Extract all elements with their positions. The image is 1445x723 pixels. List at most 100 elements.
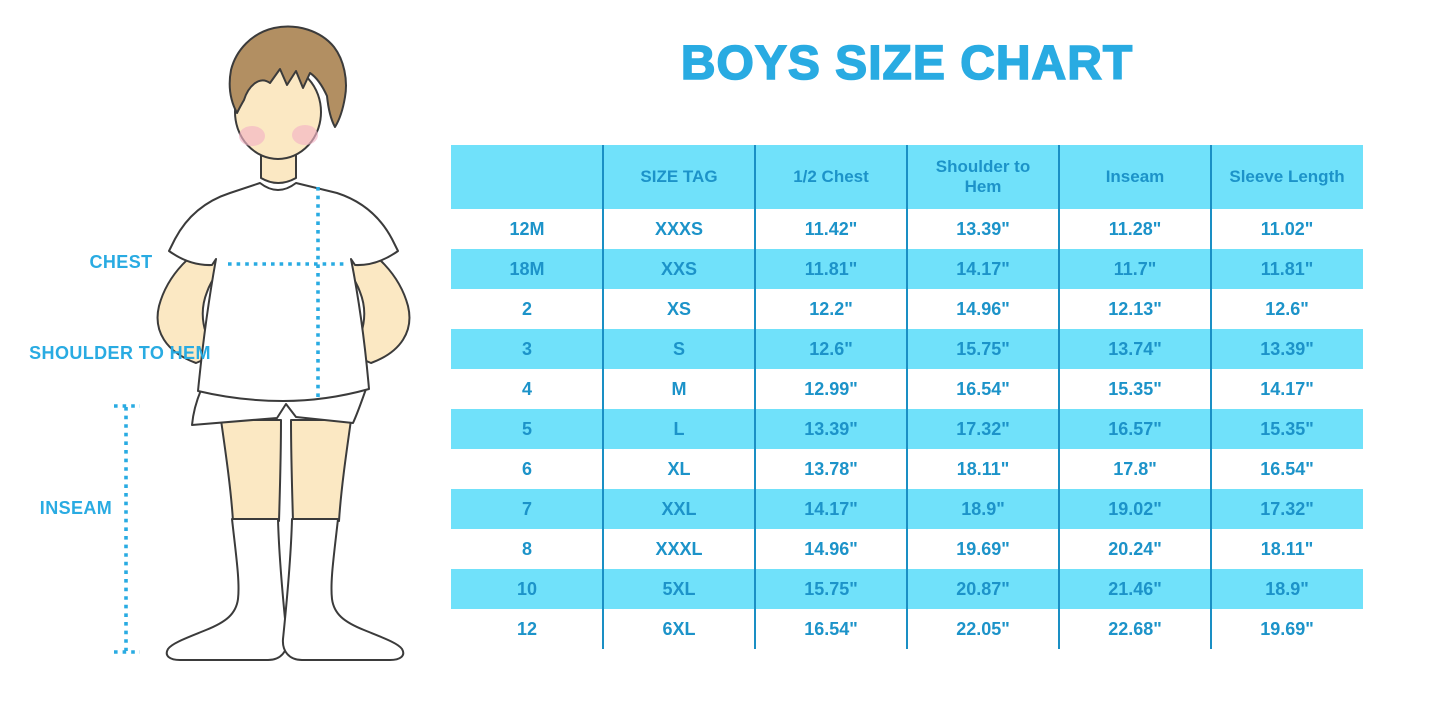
column-header: Sleeve Length <box>1229 167 1345 187</box>
boy-right-sock <box>281 518 405 661</box>
table-cell: 12.13" <box>1108 298 1162 319</box>
table-cell: 18.9" <box>961 498 1005 519</box>
table-cell: XXXL <box>655 538 703 559</box>
table-row: 2 XS 12.2" 14.96" 12.13" 12.6" <box>451 289 1363 329</box>
table-cell: 11.81" <box>804 258 858 279</box>
table-row: 6 XL 13.78" 18.11" 17.8" 16.54" <box>451 449 1363 489</box>
table-cell: 14.17" <box>956 258 1010 279</box>
table-cell: 2 <box>521 298 532 319</box>
table-cell: 13.39" <box>804 418 858 439</box>
table-cell: 22.68" <box>1108 618 1162 639</box>
table-row: 12M XXXS 11.42" 13.39" 11.28" 11.02" <box>451 209 1363 249</box>
table-cell: XXXS <box>654 218 704 239</box>
table-cell: 7 <box>521 498 532 519</box>
table-cell: XL <box>667 458 691 479</box>
table-row: 8 XXXL 14.96" 19.69" 20.24" 18.11" <box>451 529 1363 569</box>
column-header: Shoulder to Hem <box>935 157 1031 196</box>
table-cell: 12 <box>516 618 538 639</box>
column-header: SIZE TAG <box>640 167 718 187</box>
table-cell: M <box>671 378 687 399</box>
table-cell: 14.17" <box>1260 378 1314 399</box>
chest-label: CHEST <box>89 252 152 272</box>
inseam-label: INSEAM <box>40 498 112 518</box>
table-row: 18M XXS 11.81" 14.17" 11.7" 11.81" <box>451 249 1363 289</box>
column-header <box>451 145 603 209</box>
table-cell: 18.9" <box>1265 578 1309 599</box>
table-cell: 13.39" <box>956 218 1010 239</box>
table-cell: 8 <box>521 538 532 559</box>
table-cell: 12.6" <box>809 338 853 359</box>
page-title: BOYS SIZE CHART <box>680 36 1134 91</box>
table-cell: 14.17" <box>804 498 858 519</box>
size-table-header-row: SIZE TAG 1/2 Chest Shoulder to Hem Inseam Sl… <box>451 145 1363 209</box>
table-cell: 14.96" <box>956 298 1010 319</box>
table-cell: 15.35" <box>1108 378 1162 399</box>
table-cell: 22.05" <box>956 618 1010 639</box>
size-table-body: 12M XXXS 11.42" 13.39" 11.28" 11.02" 18M XXS 11.… <box>451 209 1363 649</box>
table-cell: 12M <box>509 218 545 239</box>
table-cell: 19.69" <box>956 538 1010 559</box>
boy-hair <box>228 25 347 128</box>
boy-right-leg <box>290 419 352 522</box>
table-cell: XXL <box>661 498 697 519</box>
table-cell: 15.75" <box>956 338 1010 359</box>
table-cell: 18.11" <box>956 458 1010 479</box>
table-row: 5 L 13.39" 17.32" 16.57" 15.35" <box>451 409 1363 449</box>
table-cell: 12.6" <box>1265 298 1309 319</box>
boy-tshirt <box>168 182 399 402</box>
table-row: 10 5XL 15.75" 20.87" 21.46" 18.9" <box>451 569 1363 609</box>
shoulder-to-hem-label: SHOULDER TO HEM <box>29 343 211 363</box>
table-row: 3 S 12.6" 15.75" 13.74" 13.39" <box>451 329 1363 369</box>
table-cell: 16.57" <box>1108 418 1162 439</box>
table-cell: 19.69" <box>1260 618 1314 639</box>
table-cell: 15.75" <box>804 578 858 599</box>
table-cell: 13.74" <box>1108 338 1162 359</box>
table-cell: 18M <box>509 258 545 279</box>
table-cell: 17.32" <box>1260 498 1314 519</box>
boy-left-leg <box>220 419 282 522</box>
boy-left-sock <box>165 518 289 661</box>
table-cell: 16.54" <box>804 618 858 639</box>
table-cell: 3 <box>521 338 532 359</box>
table-cell: 16.54" <box>1260 458 1314 479</box>
column-header: 1/2 Chest <box>793 167 869 187</box>
boy-cheek-left <box>239 126 265 146</box>
table-cell: 4 <box>521 378 532 399</box>
table-cell: 11.81" <box>1260 258 1314 279</box>
table-cell: 16.54" <box>956 378 1010 399</box>
column-header: Inseam <box>1105 167 1165 187</box>
boy-cheek-right <box>292 125 318 145</box>
table-cell: 5 <box>521 418 532 439</box>
table-cell: 20.87" <box>956 578 1010 599</box>
table-cell: 13.78" <box>804 458 858 479</box>
table-cell: 13.39" <box>1260 338 1314 359</box>
table-cell: 21.46" <box>1108 578 1162 599</box>
table-cell: 11.7" <box>1113 258 1157 279</box>
table-cell: 18.11" <box>1260 538 1314 559</box>
table-cell: 19.02" <box>1108 498 1162 519</box>
table-row: 4 M 12.99" 16.54" 15.35" 14.17" <box>451 369 1363 409</box>
table-row: 7 XXL 14.17" 18.9" 19.02" 17.32" <box>451 489 1363 529</box>
table-cell: 11.02" <box>1260 218 1314 239</box>
boy-measurement-figure: CHEST SHOULDER TO HEM INSEAM <box>29 25 411 661</box>
table-cell: XXS <box>660 258 698 279</box>
table-cell: 17.32" <box>956 418 1010 439</box>
table-cell: L <box>673 418 685 439</box>
table-row: 12 6XL 16.54" 22.05" 22.68" 19.69" <box>451 609 1363 649</box>
table-cell: 20.24" <box>1108 538 1162 559</box>
table-cell: 6 <box>521 458 532 479</box>
table-cell: S <box>672 338 685 359</box>
table-cell: XS <box>666 298 691 319</box>
table-cell: 12.99" <box>804 378 858 399</box>
table-cell: 6XL <box>662 618 696 639</box>
table-cell: 17.8" <box>1113 458 1157 479</box>
table-cell: 12.2" <box>809 298 853 319</box>
table-cell: 11.42" <box>804 218 858 239</box>
table-cell: 15.35" <box>1260 418 1314 439</box>
table-cell: 5XL <box>662 578 696 599</box>
table-cell: 11.28" <box>1108 218 1162 239</box>
table-cell: 10 <box>516 578 538 599</box>
table-cell: 14.96" <box>804 538 858 559</box>
size-table: SIZE TAG 1/2 Chest Shoulder to Hem Inseam Sl… <box>451 145 1363 649</box>
